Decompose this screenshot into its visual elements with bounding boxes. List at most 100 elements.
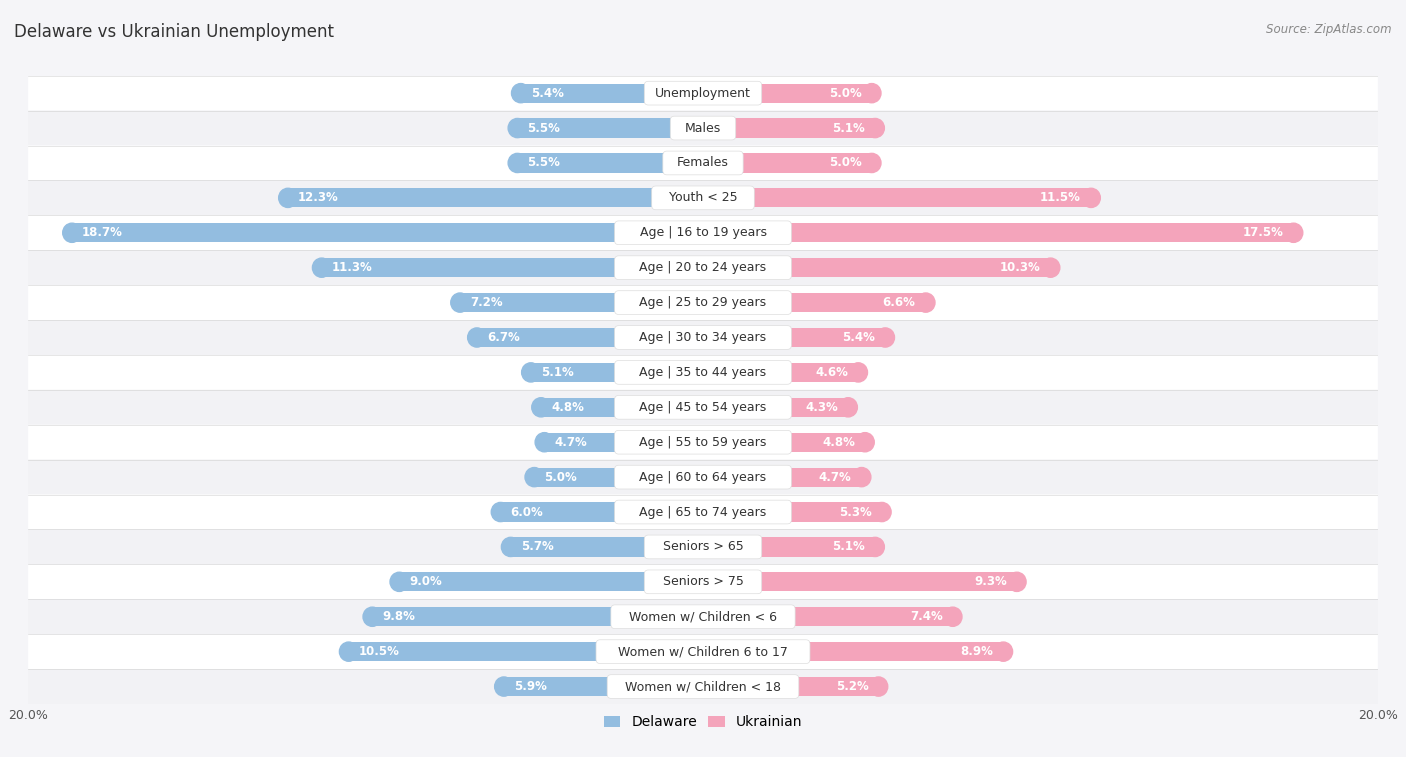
Bar: [703, 188, 1091, 207]
Text: 9.8%: 9.8%: [382, 610, 415, 623]
Text: 9.3%: 9.3%: [974, 575, 1007, 588]
FancyBboxPatch shape: [614, 500, 792, 524]
Circle shape: [866, 537, 884, 556]
FancyBboxPatch shape: [28, 285, 1378, 320]
Text: 5.9%: 5.9%: [515, 680, 547, 693]
Circle shape: [1081, 188, 1101, 207]
Text: 4.6%: 4.6%: [815, 366, 848, 379]
FancyBboxPatch shape: [28, 494, 1378, 529]
Text: Women w/ Children 6 to 17: Women w/ Children 6 to 17: [619, 645, 787, 658]
Bar: [703, 328, 886, 347]
Text: 4.7%: 4.7%: [818, 471, 852, 484]
Bar: [703, 397, 848, 417]
Text: 7.4%: 7.4%: [910, 610, 942, 623]
Bar: [534, 468, 703, 487]
Text: 4.8%: 4.8%: [551, 400, 583, 414]
Bar: [703, 223, 1294, 242]
Bar: [349, 642, 703, 662]
Bar: [703, 503, 882, 522]
Circle shape: [839, 397, 858, 417]
Text: Males: Males: [685, 122, 721, 135]
Text: 5.1%: 5.1%: [541, 366, 574, 379]
Text: 6.6%: 6.6%: [883, 296, 915, 309]
FancyBboxPatch shape: [28, 180, 1378, 215]
Text: Seniors > 65: Seniors > 65: [662, 540, 744, 553]
FancyBboxPatch shape: [614, 430, 792, 454]
Bar: [531, 363, 703, 382]
Bar: [373, 607, 703, 626]
Text: 5.7%: 5.7%: [520, 540, 554, 553]
Text: 4.7%: 4.7%: [554, 436, 588, 449]
Bar: [703, 642, 1004, 662]
Text: 5.1%: 5.1%: [832, 540, 865, 553]
FancyBboxPatch shape: [28, 76, 1378, 111]
Bar: [703, 83, 872, 103]
Bar: [322, 258, 703, 277]
Bar: [703, 468, 862, 487]
Bar: [541, 397, 703, 417]
Circle shape: [451, 293, 470, 312]
Circle shape: [536, 432, 554, 452]
FancyBboxPatch shape: [28, 529, 1378, 565]
Circle shape: [363, 607, 381, 626]
Bar: [477, 328, 703, 347]
Text: Age | 65 to 74 years: Age | 65 to 74 years: [640, 506, 766, 519]
Circle shape: [508, 118, 527, 138]
FancyBboxPatch shape: [644, 535, 762, 559]
Text: 5.5%: 5.5%: [527, 157, 561, 170]
Circle shape: [1008, 572, 1026, 591]
Circle shape: [866, 118, 884, 138]
FancyBboxPatch shape: [610, 605, 796, 628]
Text: Age | 35 to 44 years: Age | 35 to 44 years: [640, 366, 766, 379]
Circle shape: [508, 154, 527, 173]
Bar: [544, 432, 703, 452]
Text: 5.5%: 5.5%: [527, 122, 561, 135]
Text: Females: Females: [678, 157, 728, 170]
Bar: [520, 83, 703, 103]
Circle shape: [531, 397, 550, 417]
Text: 5.4%: 5.4%: [531, 86, 564, 100]
Legend: Delaware, Ukrainian: Delaware, Ukrainian: [598, 709, 808, 735]
FancyBboxPatch shape: [28, 355, 1378, 390]
FancyBboxPatch shape: [644, 81, 762, 105]
Text: 5.1%: 5.1%: [832, 122, 865, 135]
Circle shape: [468, 328, 486, 347]
FancyBboxPatch shape: [28, 320, 1378, 355]
Text: Women w/ Children < 18: Women w/ Children < 18: [626, 680, 780, 693]
Circle shape: [943, 607, 962, 626]
Bar: [501, 503, 703, 522]
Text: Women w/ Children < 6: Women w/ Children < 6: [628, 610, 778, 623]
FancyBboxPatch shape: [614, 326, 792, 350]
Circle shape: [522, 363, 540, 382]
Text: 6.7%: 6.7%: [486, 331, 520, 344]
Circle shape: [862, 154, 882, 173]
Text: Source: ZipAtlas.com: Source: ZipAtlas.com: [1267, 23, 1392, 36]
FancyBboxPatch shape: [614, 221, 792, 245]
Text: 5.0%: 5.0%: [544, 471, 576, 484]
Bar: [517, 118, 703, 138]
Bar: [703, 258, 1050, 277]
FancyBboxPatch shape: [614, 291, 792, 314]
Text: Age | 25 to 29 years: Age | 25 to 29 years: [640, 296, 766, 309]
FancyBboxPatch shape: [596, 640, 810, 664]
Text: Age | 30 to 34 years: Age | 30 to 34 years: [640, 331, 766, 344]
Bar: [703, 537, 875, 556]
Text: 5.0%: 5.0%: [830, 86, 862, 100]
Text: 4.3%: 4.3%: [806, 400, 838, 414]
Text: 17.5%: 17.5%: [1243, 226, 1284, 239]
FancyBboxPatch shape: [28, 215, 1378, 251]
Circle shape: [856, 432, 875, 452]
FancyBboxPatch shape: [28, 600, 1378, 634]
Bar: [517, 154, 703, 173]
Circle shape: [994, 642, 1012, 662]
Circle shape: [917, 293, 935, 312]
Text: 5.3%: 5.3%: [839, 506, 872, 519]
Circle shape: [869, 677, 887, 696]
FancyBboxPatch shape: [28, 669, 1378, 704]
FancyBboxPatch shape: [28, 459, 1378, 494]
Circle shape: [1284, 223, 1303, 242]
FancyBboxPatch shape: [28, 565, 1378, 600]
FancyBboxPatch shape: [671, 116, 735, 140]
FancyBboxPatch shape: [28, 390, 1378, 425]
Text: 10.3%: 10.3%: [1000, 261, 1040, 274]
